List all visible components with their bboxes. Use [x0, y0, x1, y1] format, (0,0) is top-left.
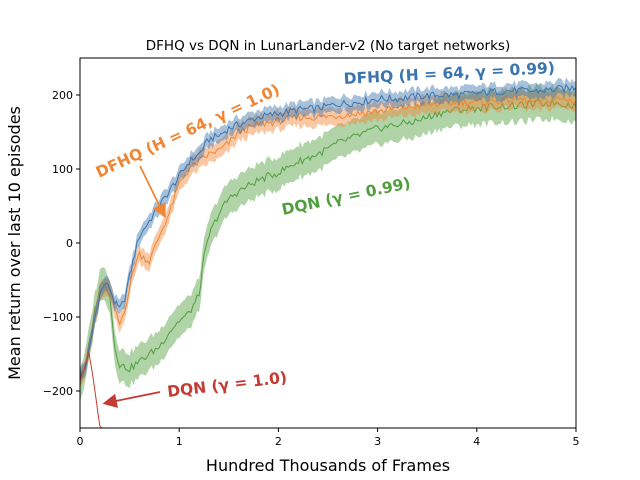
y-tick-label: 200	[52, 89, 73, 102]
axes-frame	[79, 57, 577, 429]
y-axis-label: Mean return over last 10 episodes	[5, 106, 24, 380]
series-line-3	[80, 352, 104, 428]
x-tick-label: 5	[573, 435, 580, 448]
annotation-dfhq-10-arrow	[139, 165, 166, 219]
y-tick-label: −100	[43, 311, 73, 324]
chart-title: DFHQ vs DQN in LunarLander-v2 (No target…	[146, 38, 510, 54]
series-line-2	[80, 97, 576, 386]
series-line-1	[80, 94, 576, 380]
plot-area	[80, 77, 576, 428]
x-tick-label: 1	[176, 435, 183, 448]
series-band-1	[80, 86, 576, 389]
y-tick-label: −200	[43, 385, 73, 398]
axis-ticks: 0 1 2 3 4 5 −200 −100 0 100 200	[43, 89, 580, 448]
y-tick-label: 100	[52, 163, 73, 176]
x-tick-label: 3	[374, 435, 381, 448]
x-tick-label: 0	[77, 435, 84, 448]
x-axis-label: Hundred Thousands of Frames	[206, 456, 450, 475]
y-tick-label: 0	[66, 237, 73, 250]
annotation-dqn-10-arrow	[102, 391, 161, 408]
x-tick-label: 2	[275, 435, 282, 448]
series-line-0	[80, 83, 576, 379]
x-tick-label: 4	[473, 435, 480, 448]
